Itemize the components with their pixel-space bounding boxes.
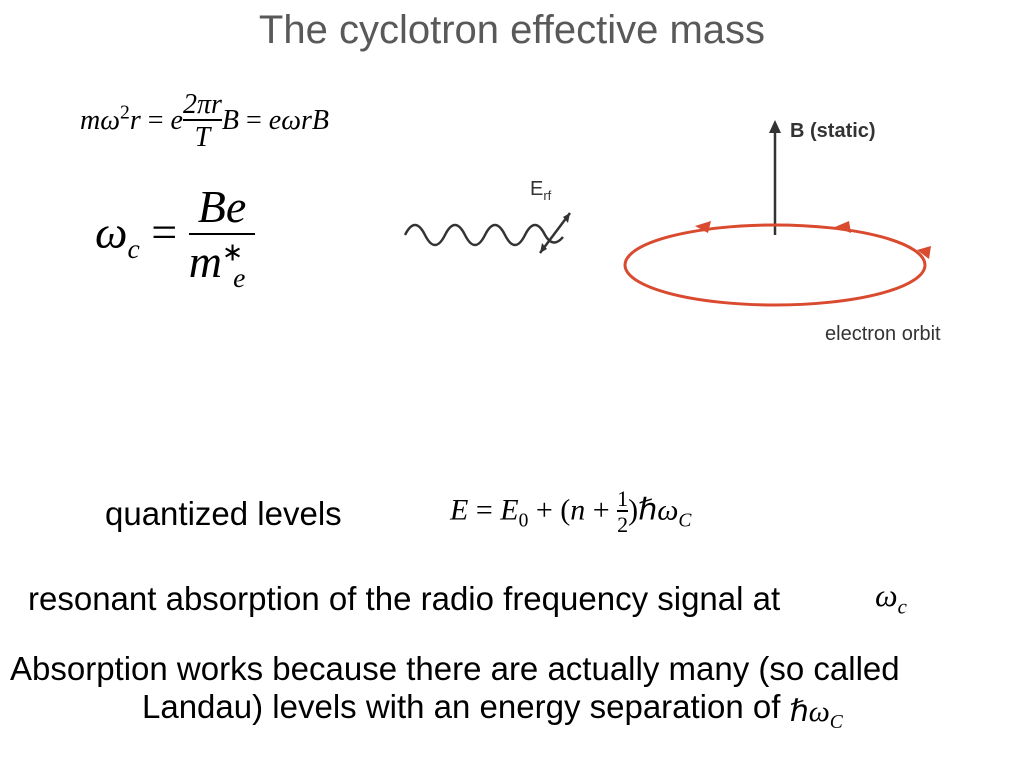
electron-orbit: electron orbit	[625, 221, 941, 345]
eq3-C: C	[678, 511, 691, 532]
eq3-half-num: 1	[617, 487, 628, 510]
eq3-plus1: + (	[528, 494, 570, 527]
eq1-omega: ω	[100, 105, 120, 136]
absorption-explanation: Absorption works because there are actua…	[10, 650, 1014, 731]
eq3-plus2: +	[585, 494, 617, 527]
hwc-C: C	[830, 712, 843, 733]
absorption-line1: Absorption works because there are actua…	[10, 650, 1014, 688]
eq1-rB: rB	[301, 105, 329, 136]
eq1-frac-num: 2πr	[183, 90, 222, 119]
equation-centripetal: mω2r = e2πrTB = eωrB	[80, 90, 329, 155]
eq3-close: )	[628, 494, 638, 527]
cyclotron-diagram: Erf B (static) electron orbit	[395, 105, 955, 365]
eq2-omega: ω	[95, 207, 127, 258]
orbit-ellipse	[625, 225, 925, 305]
resonant-absorption-text: resonant absorption of the radio frequen…	[28, 580, 780, 618]
eq3-E0-0: 0	[519, 511, 529, 532]
eq2-den-m: m	[189, 236, 222, 287]
hwc-omega: ω	[809, 695, 830, 728]
eq3-half-den: 2	[617, 510, 628, 538]
equation-cyclotron-frequency: ωc = Be m∗e	[95, 180, 255, 294]
eq2-den-e: e	[233, 262, 245, 293]
eq1-frac-den: T	[183, 119, 222, 155]
wc-omega: ω	[875, 577, 898, 613]
eq3-eq: =	[468, 494, 500, 527]
eq1-frac: 2πrT	[183, 90, 222, 155]
b-static-arrow: B (static)	[769, 120, 876, 235]
b-label: B (static)	[790, 120, 876, 142]
eq3-E: E	[450, 494, 468, 527]
eq3-half: 12	[617, 487, 628, 538]
hbar-omega-c: ℏωC	[790, 694, 843, 734]
eq3-n: n	[570, 494, 585, 527]
absorption-line2-wrap: Landau) levels with an energy separation…	[10, 688, 1014, 731]
eq3-E0E: E	[500, 494, 518, 527]
eq1-r: r	[130, 105, 141, 136]
eq2-den: m∗e	[189, 233, 256, 294]
hwc-hbar: ℏ	[790, 695, 809, 728]
orbit-arrow-2	[835, 221, 851, 233]
rf-wave: Erf	[405, 178, 570, 253]
b-arrow-head	[769, 120, 781, 133]
absorption-line2: Landau) levels with an energy separation…	[142, 688, 790, 725]
orbit-label: electron orbit	[825, 323, 941, 345]
eq3-hbar: ℏ	[638, 494, 657, 527]
eq1-B1: B	[222, 105, 239, 136]
eq1-m: m	[80, 105, 100, 136]
omega-c-symbol: ωc	[875, 577, 907, 619]
quantized-levels-label: quantized levels	[105, 495, 342, 533]
eq2-eq: =	[151, 207, 188, 258]
erf-label: Erf	[530, 178, 552, 203]
eq2-sub-c: c	[127, 233, 139, 264]
equation-landau-levels: E = E0 + (n + 12)ℏωC	[450, 487, 691, 538]
eq3-omega: ω	[657, 494, 678, 527]
eq1-e2: e	[269, 105, 281, 136]
wc-sub: c	[898, 595, 907, 618]
eq2-num: Be	[189, 180, 256, 233]
eq1-e1: e	[171, 105, 183, 136]
eq1-eq2: =	[239, 105, 269, 136]
wave-path	[405, 225, 563, 245]
eq1-sq: 2	[120, 103, 130, 124]
eq2-frac: Be m∗e	[189, 180, 256, 294]
eq1-eq1: =	[141, 105, 171, 136]
slide-title: The cyclotron effective mass	[0, 8, 1024, 53]
eq1-omega2: ω	[281, 105, 301, 136]
